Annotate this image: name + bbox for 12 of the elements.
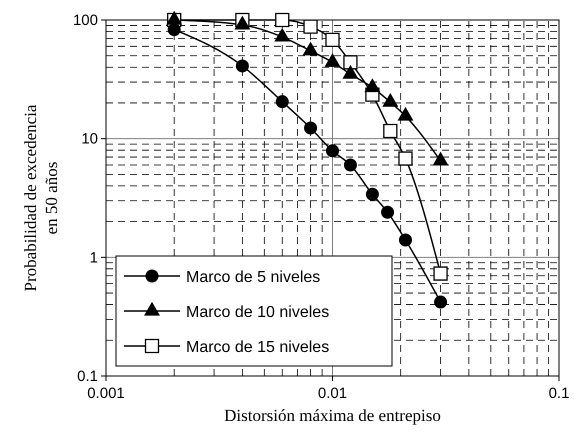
x-axis-title: Distorsión máxima de entrepiso <box>224 406 441 425</box>
x-tick-label: 0.01 <box>318 385 348 402</box>
x-tick-label: 0.1 <box>548 385 570 402</box>
legend-label: Marco de 10 niveles <box>186 304 330 321</box>
x-tick-label: 0.001 <box>87 385 125 402</box>
legend-label: Marco de 5 niveles <box>186 269 320 286</box>
y-tick-label: 10 <box>81 130 98 148</box>
legend-label: Marco de 15 niveles <box>186 339 330 356</box>
y-tick-label: 1 <box>90 249 98 266</box>
y-axis-title: Probabilidad de excedencia en 50 años <box>21 104 61 292</box>
y-tick-label: 0.1 <box>77 368 98 385</box>
y-tick-label: 100 <box>72 12 98 29</box>
